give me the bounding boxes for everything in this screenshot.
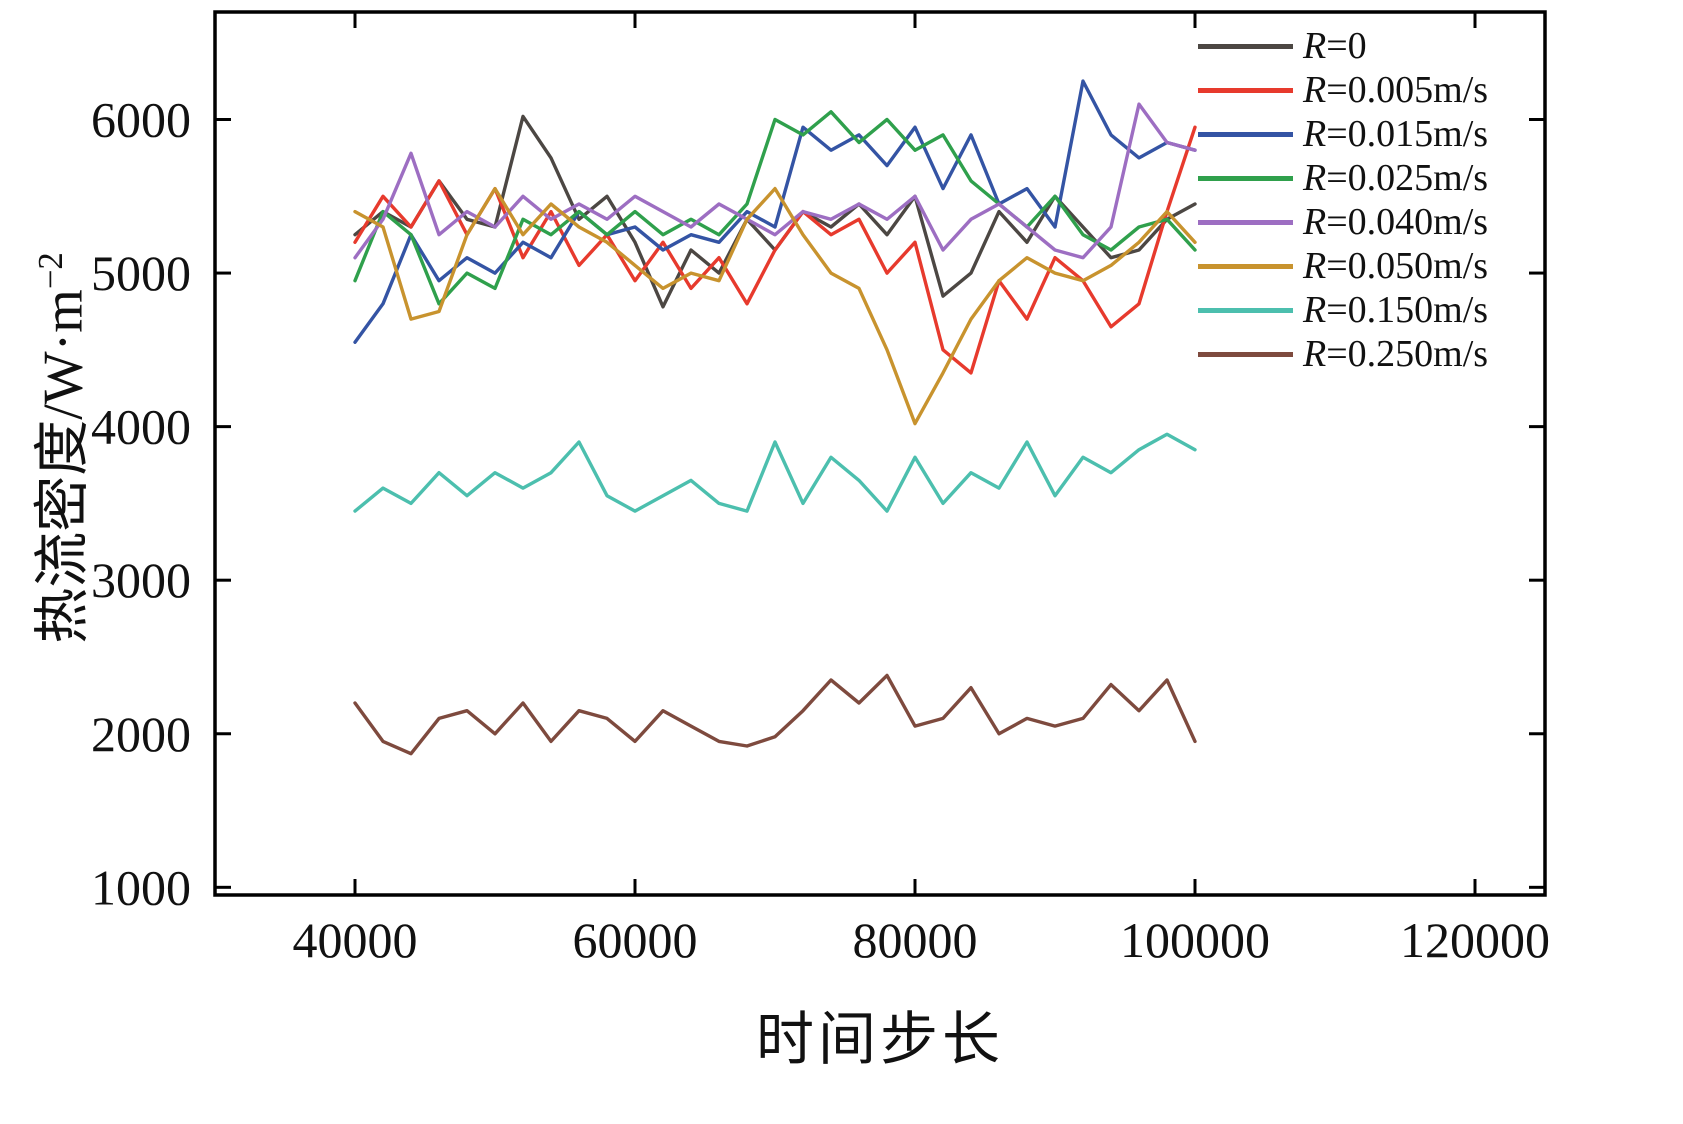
y-tick-label: 2000 — [91, 706, 191, 762]
y-tick-label: 3000 — [91, 552, 191, 608]
y-tick-label: 5000 — [91, 245, 191, 301]
legend-label: R=0.250m/s — [1303, 333, 1489, 375]
legend-item: R=0.025m/s — [1198, 156, 1488, 200]
x-tick-label: 100000 — [1120, 912, 1270, 968]
x-axis-title: 时间步长 — [755, 1007, 1004, 1072]
y-tick-label: 4000 — [91, 399, 191, 455]
y-axis-title-text: 热流密度/W·m — [32, 289, 95, 644]
legend-line-sample — [1198, 87, 1293, 93]
series-line — [353, 125, 1197, 375]
series-line — [353, 432, 1197, 513]
plot-frame — [213, 10, 1547, 897]
series-line — [353, 673, 1197, 756]
y-axis-title: 热流密度/W·m−2 — [18, 252, 99, 644]
legend-line-sample — [1198, 263, 1293, 269]
legend-label: R=0.025m/s — [1303, 157, 1489, 199]
legend-item: R=0.015m/s — [1198, 112, 1488, 156]
legend-item: R=0.050m/s — [1198, 244, 1488, 288]
series-line — [353, 110, 1197, 306]
legend-label: R=0.040m/s — [1303, 201, 1489, 243]
y-tick-label: 6000 — [91, 91, 191, 147]
series-line — [353, 102, 1197, 260]
series-line — [353, 186, 1197, 426]
legend-label: R=0 — [1303, 25, 1367, 67]
y-axis-title-superscript: −2 — [30, 252, 70, 290]
legend-line-sample — [1198, 219, 1293, 225]
x-tick-label: 40000 — [293, 912, 418, 968]
legend-label: R=0.050m/s — [1303, 245, 1489, 287]
legend-item: R=0.250m/s — [1198, 332, 1488, 376]
legend-line-sample — [1198, 131, 1293, 137]
legend-label: R=0.150m/s — [1303, 289, 1489, 331]
x-tick-label: 60000 — [573, 912, 698, 968]
y-tick-label: 1000 — [91, 859, 191, 915]
legend-item: R=0.040m/s — [1198, 200, 1488, 244]
x-tick-label: 120000 — [1400, 912, 1550, 968]
legend-item: R=0.150m/s — [1198, 288, 1488, 332]
x-tick-label: 80000 — [853, 912, 978, 968]
legend-item: R=0.005m/s — [1198, 68, 1488, 112]
legend-line-sample — [1198, 43, 1293, 49]
legend-label: R=0.005m/s — [1303, 69, 1489, 111]
legend-line-sample — [1198, 351, 1293, 357]
legend-line-sample — [1198, 175, 1293, 181]
series-line — [353, 79, 1197, 344]
legend-label: R=0.015m/s — [1303, 113, 1489, 155]
legend-line-sample — [1198, 307, 1293, 313]
legend: R=0 R=0.005m/s R=0.015m/s R=0.025m/s R=0.040… — [1198, 24, 1488, 376]
legend-item: R=0 — [1198, 24, 1488, 68]
